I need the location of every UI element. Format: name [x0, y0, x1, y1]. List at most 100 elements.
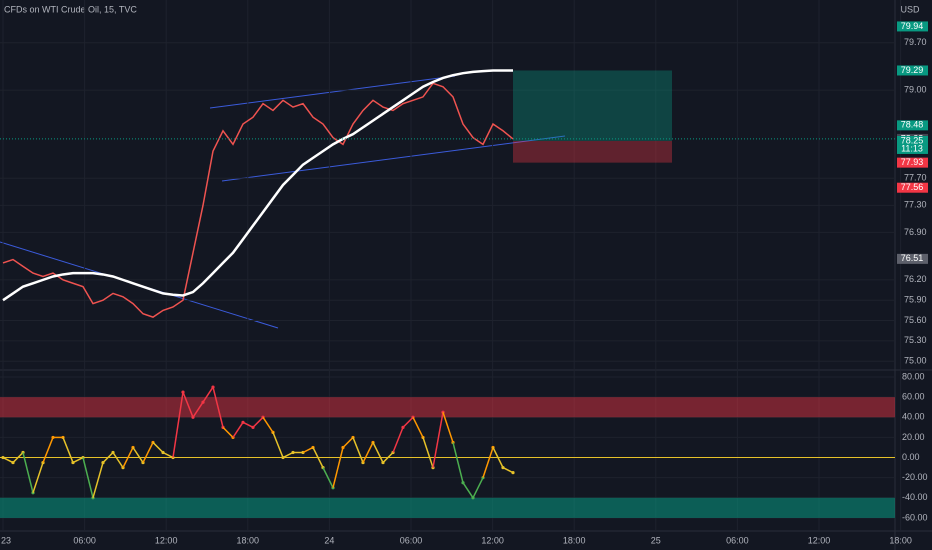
x-tick-label: 12:00	[155, 535, 178, 545]
oscillator-segment	[492, 447, 504, 468]
x-tick-label: 25	[651, 535, 661, 545]
oscillator-segment	[72, 456, 84, 464]
zone	[0, 397, 895, 418]
oscillator-segment	[502, 466, 514, 474]
price-badge-label: 78.25	[901, 135, 924, 145]
oscillator-segment	[82, 457, 94, 498]
price-badge-label: 79.29	[901, 65, 924, 75]
oscillator-segment	[252, 416, 264, 428]
oscillator-segment	[382, 451, 394, 464]
oscillator-segment	[172, 392, 184, 458]
price-badge	[897, 65, 928, 76]
oscillator-segment	[322, 467, 334, 489]
price-badge	[897, 21, 928, 32]
y-tick-label: 79.70	[904, 37, 927, 47]
y-tick-label: -40.00	[902, 492, 928, 502]
currency: USD	[900, 4, 920, 14]
price-badge	[897, 182, 928, 193]
oscillator-segment	[112, 452, 124, 469]
channel-line	[221, 135, 566, 182]
x-tick-label: 18:00	[889, 535, 912, 545]
oscillator-segment	[362, 442, 374, 463]
x-tick-label: 06:00	[400, 535, 423, 545]
oscillator-segment	[402, 416, 414, 428]
series-line	[2, 82, 514, 318]
price-badge	[897, 135, 928, 154]
oscillator-segment	[422, 437, 434, 468]
oscillator-segment	[392, 427, 404, 453]
y-tick-label: 76.90	[904, 227, 927, 237]
y-tick-label: 75.60	[904, 315, 927, 325]
y-tick-label: 75.00	[904, 356, 927, 366]
y-tick-label: 75.90	[904, 295, 927, 305]
y-tick-label: 0.00	[902, 452, 920, 462]
oscillator-segment	[192, 401, 204, 418]
oscillator-segment	[482, 447, 494, 478]
oscillator-point	[511, 471, 515, 475]
price-badge-label: 79.94	[901, 21, 924, 31]
oscillator-segment	[132, 447, 144, 463]
x-tick-label: 12:00	[808, 535, 831, 545]
oscillator-segment	[42, 437, 54, 463]
oscillator-segment	[12, 451, 24, 464]
stop-loss-zone	[513, 140, 672, 163]
oscillator-segment	[92, 462, 104, 499]
y-tick-label: 77.70	[904, 173, 927, 183]
take-profit-zone	[513, 70, 672, 141]
oscillator-segment	[222, 426, 234, 438]
x-tick-label: 24	[324, 535, 334, 545]
oscillator-segment	[162, 451, 174, 459]
zone	[0, 497, 895, 518]
oscillator-segment	[152, 441, 164, 454]
x-tick-label: 18:00	[237, 535, 260, 545]
oscillator-segment	[22, 452, 34, 493]
oscillator-segment	[102, 451, 114, 464]
price-badge-label: 77.93	[901, 157, 924, 167]
price-badge	[897, 157, 928, 168]
price-badge-label: 78.48	[901, 120, 924, 130]
x-tick-label: 18:00	[563, 535, 586, 545]
oscillator-segment	[272, 432, 284, 458]
price-badge-label: 77.56	[901, 182, 924, 192]
x-tick-label: 06:00	[726, 535, 749, 545]
price-badge	[897, 120, 928, 131]
oscillator-segment	[302, 446, 314, 454]
channel-line	[209, 75, 456, 109]
oscillator-segment	[32, 462, 44, 494]
chart-title: CFDs on WTI Crude Oil, 15, TVC	[4, 4, 137, 14]
oscillator-segment	[2, 456, 14, 464]
y-tick-label: 79.00	[904, 85, 927, 95]
y-tick-label: 20.00	[902, 432, 925, 442]
y-tick-label: 75.30	[904, 335, 927, 345]
y-tick-label: 80.00	[902, 371, 925, 381]
oscillator-segment	[332, 447, 344, 488]
oscillator-segment	[262, 416, 274, 433]
price-badge	[897, 253, 928, 264]
oscillator-segment	[62, 437, 74, 463]
oscillator-segment	[352, 437, 364, 463]
oscillator-segment	[472, 477, 484, 499]
y-tick-label: -60.00	[902, 512, 928, 522]
y-tick-label: 40.00	[902, 412, 925, 422]
price-badge-label: 76.51	[901, 253, 924, 263]
oscillator-segment	[452, 442, 464, 483]
oscillator-segment	[372, 442, 384, 463]
oscillator-segment	[202, 386, 214, 403]
y-tick-label: 60.00	[902, 392, 925, 402]
oscillator-segment	[312, 447, 324, 468]
y-tick-label: -20.00	[902, 472, 928, 482]
oscillator-segment	[212, 386, 224, 428]
y-tick-label: 77.30	[904, 200, 927, 210]
x-tick-label: 06:00	[73, 535, 96, 545]
series-line	[2, 69, 513, 302]
oscillator-segment	[342, 436, 354, 449]
oscillator-segment	[142, 442, 154, 463]
y-tick-label: 76.20	[904, 274, 927, 284]
oscillator-segment	[182, 391, 194, 418]
oscillator-segment	[282, 451, 294, 459]
countdown: 11:13	[901, 143, 923, 153]
oscillator-segment	[122, 447, 134, 468]
x-tick-label: 23	[1, 535, 11, 545]
x-tick-label: 12:00	[481, 535, 504, 545]
